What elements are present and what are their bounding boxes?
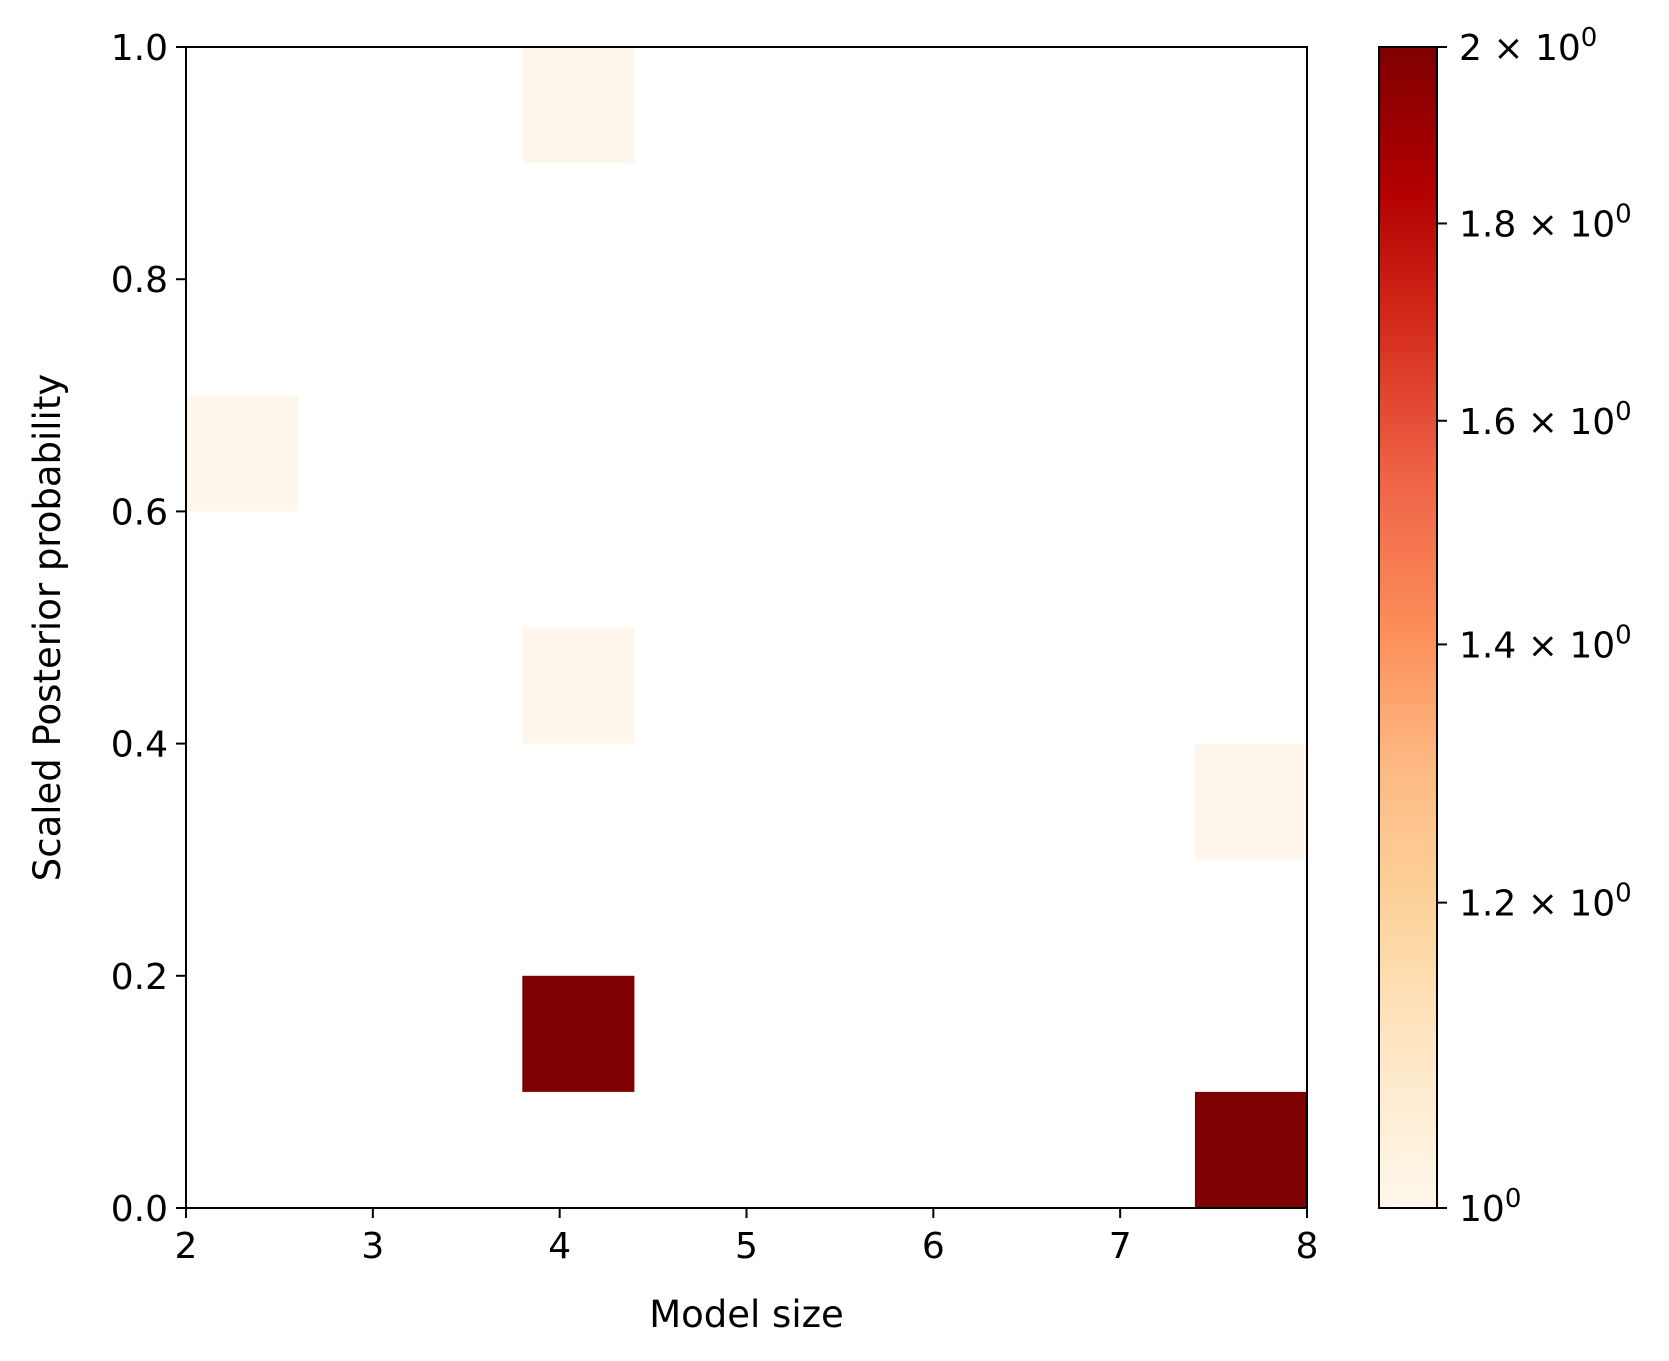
colorbar-tick-label: 1.6 × 100 <box>1459 397 1632 443</box>
heatmap-cell-3 <box>522 975 635 1092</box>
colorbar-tick-label: 1.4 × 100 <box>1459 620 1632 666</box>
x-tick-label: 8 <box>1296 1226 1319 1267</box>
y-tick-label: 0.2 <box>111 957 168 998</box>
colorbar: 100 1.2 × 100 1.4 × 100 1.6 × 100 1.8 × 100 2… <box>1378 23 1632 1230</box>
y-tick-label: 0.4 <box>111 725 168 766</box>
x-tick-label: 6 <box>922 1226 945 1267</box>
x-tick-label: 5 <box>735 1226 758 1267</box>
heatmap-cell-1 <box>522 47 635 164</box>
heatmap-cells <box>186 47 1307 1208</box>
plot-area-frame <box>185 46 1308 1209</box>
heatmap-cell-5 <box>1194 1091 1307 1208</box>
heatmap-cell-2 <box>522 627 635 744</box>
y-tick-label: 0.8 <box>111 260 168 301</box>
y-tick-label: 0.0 <box>111 1189 168 1230</box>
y-axis-label: Scaled Posterior probability <box>26 374 69 882</box>
x-axis-label: Model size <box>649 1293 844 1336</box>
colorbar-tick-label: 100 <box>1459 1184 1521 1230</box>
x-tick-label: 7 <box>1109 1226 1132 1267</box>
heatmap-cell-4 <box>1194 743 1307 860</box>
heatmap-cell-0 <box>186 395 299 512</box>
x-tick-label: 4 <box>548 1226 571 1267</box>
y-tick-label: 1.0 <box>111 28 168 69</box>
colorbar-ticks: 100 1.2 × 100 1.4 × 100 1.6 × 100 1.8 × 100 2… <box>1437 23 1632 1230</box>
x-axis-ticks: 2 3 4 5 6 7 8 <box>175 1208 1319 1267</box>
x-tick-label: 3 <box>361 1226 384 1267</box>
colorbar-tick-label: 1.8 × 100 <box>1459 199 1632 245</box>
x-tick-label: 2 <box>175 1226 198 1267</box>
colorbar-gradient <box>1378 46 1438 1209</box>
colorbar-tick-label: 2 × 100 <box>1459 23 1597 69</box>
y-tick-label: 0.6 <box>111 492 168 533</box>
y-axis-ticks: 0.0 0.2 0.4 0.6 0.8 1.0 <box>111 28 186 1230</box>
colorbar-tick-label: 1.2 × 100 <box>1459 879 1632 925</box>
